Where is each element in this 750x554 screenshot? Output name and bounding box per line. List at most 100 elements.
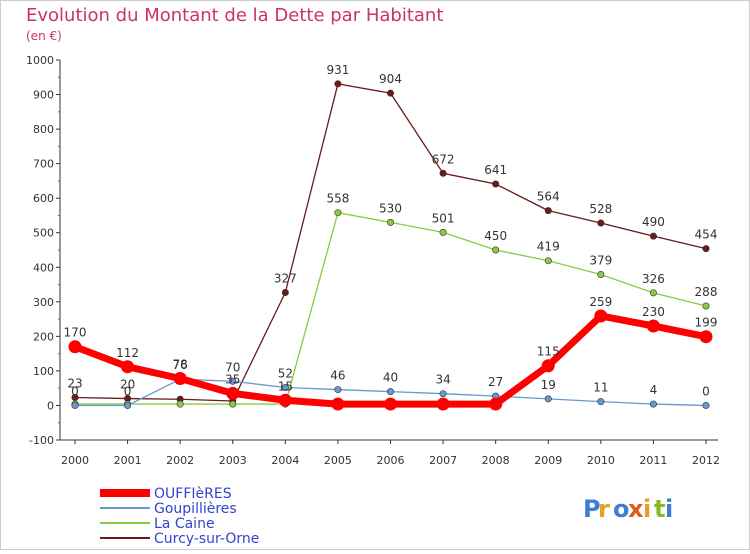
- x-tick-label: 2002: [166, 454, 194, 467]
- series-layer: 23 20 327 931 904 672 641 564 528 490 454 558 530 501…: [64, 63, 718, 411]
- y-tick-label: 500: [33, 227, 54, 240]
- logo-letter: o: [613, 495, 630, 523]
- data-point: [386, 89, 394, 97]
- data-point: [334, 386, 342, 394]
- data-label: 115: [537, 345, 560, 359]
- data-label: 672: [432, 152, 455, 166]
- logo-letter: x: [628, 495, 644, 523]
- y-tick-label: 400: [33, 261, 54, 274]
- data-point: [489, 397, 503, 411]
- data-point: [597, 219, 605, 227]
- data-point: [439, 169, 447, 177]
- data-label: 19: [541, 378, 556, 392]
- legend-item: OUFFIèRES: [100, 486, 232, 502]
- data-label: 558: [326, 192, 349, 206]
- y-tick-label: 1000: [26, 54, 54, 67]
- data-label: 35: [225, 372, 240, 386]
- data-label: 52: [278, 366, 293, 380]
- x-tick-label: 2008: [482, 454, 510, 467]
- data-label: 931: [326, 63, 349, 77]
- data-label: 0: [71, 384, 79, 398]
- data-label: 490: [642, 215, 665, 229]
- data-label: 259: [589, 295, 612, 309]
- data-point: [334, 209, 342, 217]
- proxiti-logo: Pr ox i t i: [583, 495, 673, 523]
- data-point: [436, 397, 450, 411]
- data-label: 501: [432, 211, 455, 225]
- data-point: [649, 232, 657, 240]
- axes: -100010020030040050060070080090010002000…: [26, 54, 720, 467]
- data-label: 46: [330, 369, 345, 383]
- data-point: [702, 302, 710, 310]
- data-label: 904: [379, 72, 402, 86]
- data-label: 288: [695, 285, 718, 299]
- x-tick-label: 2001: [114, 454, 142, 467]
- data-point: [229, 377, 237, 385]
- data-label: 112: [116, 346, 139, 360]
- data-point: [71, 401, 79, 409]
- legend-label: OUFFIèRES: [154, 486, 232, 502]
- x-tick-label: 2003: [219, 454, 247, 467]
- data-label: 4: [650, 383, 658, 397]
- data-point: [386, 388, 394, 396]
- data-label: 11: [593, 381, 608, 395]
- data-label: 34: [435, 373, 450, 387]
- data-label: 23: [67, 377, 82, 391]
- data-point: [281, 288, 289, 296]
- x-tick-label: 2007: [429, 454, 457, 467]
- data-point: [544, 257, 552, 265]
- data-point: [594, 309, 608, 323]
- logo-letter: i: [665, 495, 673, 523]
- x-tick-label: 2004: [271, 454, 299, 467]
- legend-label: Curcy-sur-Orne: [154, 531, 259, 547]
- x-tick-label: 2006: [377, 454, 405, 467]
- series-curcy-sur-orne: 23 20 327 931 904 672 641 564 528 490 454: [67, 63, 718, 405]
- x-tick-label: 2012: [692, 454, 720, 467]
- data-point: [699, 330, 713, 344]
- data-point: [439, 390, 447, 398]
- data-point: [541, 359, 555, 373]
- data-label: 70: [225, 360, 240, 374]
- data-label: 528: [589, 202, 612, 216]
- data-label: 327: [274, 271, 297, 285]
- data-label: 379: [589, 254, 612, 268]
- data-label: 40: [383, 371, 398, 385]
- data-point: [334, 80, 342, 88]
- data-point: [702, 401, 710, 409]
- data-label: 0: [124, 384, 132, 398]
- y-tick-label: 800: [33, 123, 54, 136]
- data-point: [492, 246, 500, 254]
- data-point: [229, 400, 237, 408]
- logo-letter: t: [654, 495, 665, 523]
- data-label: 199: [695, 316, 718, 330]
- logo-letter: i: [643, 495, 651, 523]
- legend-label: Goupillières: [154, 501, 237, 517]
- y-tick-label: 700: [33, 158, 54, 171]
- data-point: [331, 397, 345, 411]
- data-point: [124, 401, 132, 409]
- data-point: [278, 393, 292, 407]
- logo-letter: r: [598, 495, 610, 523]
- data-point: [544, 395, 552, 403]
- data-point: [439, 228, 447, 236]
- x-tick-label: 2011: [639, 454, 667, 467]
- data-point: [492, 180, 500, 188]
- data-point: [386, 218, 394, 226]
- data-label: 454: [695, 228, 718, 242]
- data-point: [281, 383, 289, 391]
- data-point: [597, 271, 605, 279]
- chart-title: Evolution du Montant de la Dette par Hab…: [26, 5, 443, 26]
- legend-item: La Caine: [100, 516, 215, 532]
- data-point: [121, 360, 135, 374]
- data-label: 419: [537, 240, 560, 254]
- data-point: [646, 319, 660, 333]
- data-point: [702, 245, 710, 253]
- data-label: 27: [488, 375, 503, 389]
- y-tick-label: -100: [29, 434, 54, 447]
- data-label: 0: [702, 384, 710, 398]
